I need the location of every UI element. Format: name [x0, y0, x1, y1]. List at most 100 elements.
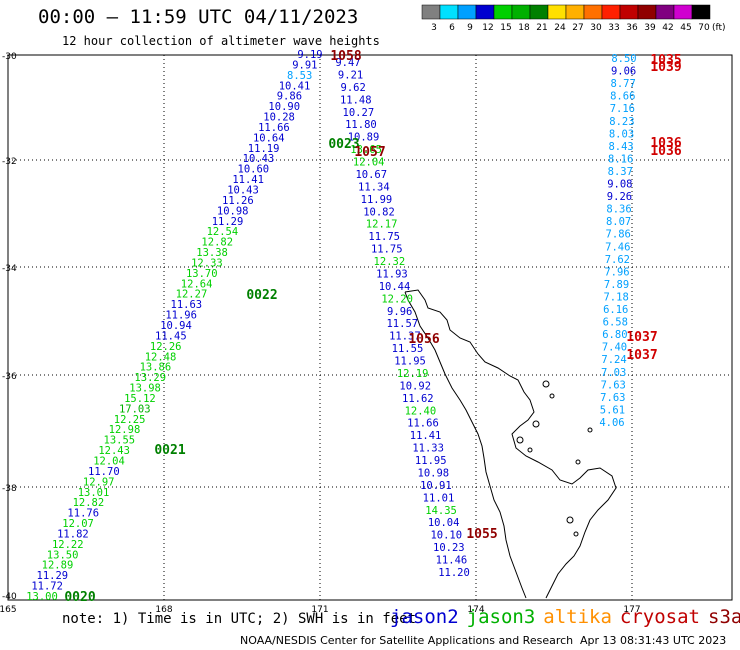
swh-reading: 10.94 [160, 320, 192, 332]
pass-time-label: 0023 [328, 137, 359, 152]
pass-time-label: 0020 [64, 590, 95, 605]
swh-reading: 12.54 [207, 226, 239, 238]
swh-reading: 10.91 [420, 480, 452, 492]
legend-swatch [529, 4, 549, 20]
lat-label: -36 [2, 372, 17, 382]
swh-reading: 8.37 [608, 166, 633, 178]
lon-label: 171 [311, 605, 328, 615]
swh-reading: 10.43 [227, 185, 259, 197]
lat-label: -30 [2, 52, 17, 62]
legend-label: 15 [500, 23, 511, 33]
swh-reading: 12.48 [145, 351, 177, 363]
swh-reading: 11.19 [248, 143, 280, 155]
swh-reading: 9.86 [277, 91, 302, 103]
legend-swatch [493, 4, 513, 20]
swh-reading: 11.76 [67, 508, 99, 520]
swh-reading: 13.38 [196, 247, 228, 259]
legend-label: 36 [626, 23, 638, 33]
island-shapes [516, 380, 593, 537]
swh-reading: 12.17 [366, 219, 398, 231]
swh-reading: 11.63 [171, 299, 203, 311]
pass-time-label: 1037 [626, 330, 657, 345]
lon-label: 168 [155, 605, 172, 615]
swh-reading: 5.61 [600, 404, 625, 416]
lat-label: -40 [2, 592, 17, 602]
swh-reading: 7.18 [603, 291, 628, 303]
legend-label: 6 [449, 23, 455, 33]
satellite-legend: jason2 jason3 altika cryosat s3a [390, 606, 740, 628]
pass-time-label: 0021 [154, 443, 185, 458]
swh-reading: 8.66 [610, 91, 635, 103]
wave-readings: 9.199.918.5310.419.8610.9010.2811.6610.6… [26, 49, 636, 603]
lon-label: 174 [467, 605, 484, 615]
swh-reading: 11.37 [389, 331, 421, 343]
pass-time-label: 1056 [408, 332, 439, 347]
swh-reading: 11.41 [232, 174, 264, 186]
swh-reading: 7.16 [610, 103, 635, 115]
swh-reading: 11.55 [392, 343, 424, 355]
swh-reading: 12.22 [52, 539, 84, 551]
swh-reading: 8.07 [606, 216, 631, 228]
legend-swatch [475, 4, 495, 20]
satellite-jason3: jason3 [466, 606, 536, 628]
swh-reading: 7.62 [605, 254, 630, 266]
swh-reading: 13.70 [186, 268, 218, 280]
swh-reading: 8.03 [609, 128, 634, 140]
pass-time-label: 1057 [354, 145, 385, 160]
legend-label: 12 [482, 23, 493, 33]
legend-unit: (ft) [712, 23, 726, 33]
pass-time-label: 1055 [466, 527, 497, 542]
swh-reading: 13.00 [26, 591, 58, 603]
legend-swatch [547, 4, 567, 20]
swh-reading: 7.63 [601, 379, 626, 391]
swh-reading: 11.80 [345, 119, 377, 131]
lat-label: -34 [2, 264, 17, 274]
legend-label: 30 [590, 23, 602, 33]
swh-reading: 6.16 [603, 304, 628, 316]
swh-reading: 13.29 [134, 372, 166, 384]
legend-swatch [439, 4, 459, 20]
legend-label: 9 [467, 23, 473, 33]
swh-reading: 10.89 [348, 132, 380, 144]
swh-reading: 10.44 [379, 281, 411, 293]
swh-reading: 11.57 [386, 318, 418, 330]
credit-line: NOAA/NESDIS Center for Satellite Applica… [240, 634, 574, 647]
swh-reading: 10.90 [268, 101, 300, 113]
pass-time-label: 1037 [626, 348, 657, 363]
swh-reading: 7.40 [602, 342, 627, 354]
swh-reading: 11.29 [37, 570, 69, 582]
lon-label: 177 [623, 605, 640, 615]
color-scale-legend: 3 6 9 12 15 18 21 24 27 30 33 36 39 42 45 70 (ft) [421, 4, 726, 33]
legend-label: 45 [680, 23, 691, 33]
legend-swatch [637, 4, 657, 20]
swh-reading: 9.08 [607, 179, 632, 191]
swh-reading: 12.19 [397, 368, 429, 380]
legend-swatch [655, 4, 675, 20]
swh-reading: 11.95 [415, 455, 447, 467]
swh-reading: 12.04 [93, 456, 125, 468]
swh-reading: 8.16 [608, 153, 633, 165]
lon-label: 165 [0, 605, 17, 615]
swh-reading: 9.91 [292, 59, 317, 71]
swh-reading: 11.66 [258, 122, 290, 134]
swh-reading: 11.26 [222, 195, 254, 207]
swh-reading: 7.89 [604, 279, 629, 291]
swh-reading: 8.23 [609, 116, 634, 128]
swh-reading: 8.50 [611, 53, 636, 65]
swh-reading: 10.92 [399, 380, 431, 392]
swh-reading: 12.82 [73, 497, 105, 509]
swh-reading: 13.65 [350, 144, 382, 156]
swh-reading: 12.27 [176, 289, 208, 301]
swh-reading: 13.98 [129, 383, 161, 395]
legend-label: 21 [536, 23, 547, 33]
swh-reading: 11.45 [155, 330, 187, 342]
swh-reading: 6.58 [603, 317, 628, 329]
legend-label: 24 [554, 23, 566, 33]
satellite-s3a: s3a [708, 606, 740, 628]
swh-reading: 7.03 [601, 367, 626, 379]
pass-time-label: 1039 [650, 60, 681, 75]
swh-reading: 9.62 [341, 82, 366, 94]
swh-reading: 15.12 [124, 393, 156, 405]
swh-reading: 11.75 [371, 244, 403, 256]
swh-reading: 13.55 [104, 435, 136, 447]
